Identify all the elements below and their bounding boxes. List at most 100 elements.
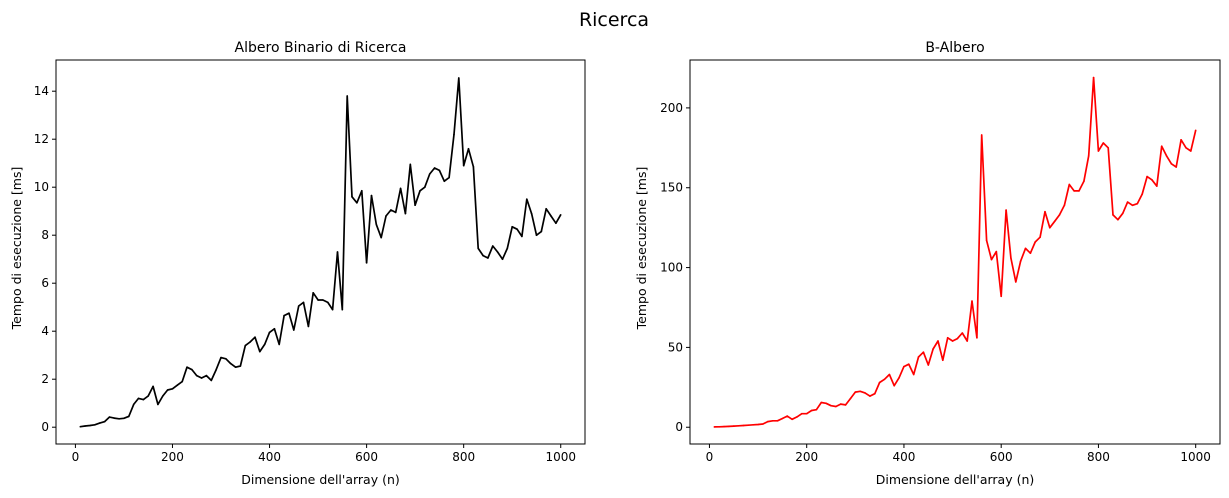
- x-tick-label: 1000: [545, 450, 576, 464]
- data-point: [98, 422, 101, 424]
- x-tick-label: 600: [990, 450, 1013, 464]
- data-point: [1019, 260, 1022, 263]
- data-point: [781, 417, 784, 420]
- data-point: [1015, 281, 1017, 283]
- figure-suptitle: Ricerca: [579, 9, 649, 31]
- data-point: [419, 190, 421, 192]
- data-point: [302, 301, 305, 304]
- data-point: [448, 176, 450, 179]
- data-point: [555, 222, 557, 224]
- data-point: [433, 167, 436, 169]
- data-point: [317, 299, 319, 301]
- data-point: [805, 412, 808, 415]
- data-point: [530, 212, 533, 215]
- y-tick-label: 10: [34, 180, 49, 194]
- data-point: [341, 308, 344, 311]
- data-point: [937, 340, 939, 342]
- y-tick-label: 2: [41, 372, 49, 386]
- y-tick-label: 14: [34, 84, 49, 98]
- data-point: [830, 404, 832, 407]
- data-point: [215, 368, 217, 371]
- data-point: [1000, 295, 1002, 298]
- data-point: [844, 404, 847, 406]
- data-point: [312, 292, 315, 294]
- y-tick-label: 0: [675, 420, 683, 434]
- data-point: [995, 250, 998, 253]
- data-point: [883, 378, 886, 381]
- plot-frame: [689, 59, 1221, 445]
- data-point: [1122, 212, 1124, 215]
- data-point: [487, 257, 489, 259]
- data-point: [1131, 204, 1134, 207]
- data-point: [757, 423, 759, 426]
- data-point: [559, 214, 562, 216]
- data-point: [356, 202, 358, 204]
- data-point: [443, 180, 446, 182]
- data-point: [927, 364, 930, 366]
- data-point: [462, 164, 465, 167]
- data-point: [893, 384, 895, 387]
- data-point: [1024, 247, 1027, 250]
- data-point: [521, 235, 523, 238]
- data-point: [526, 198, 528, 200]
- data-point: [361, 190, 363, 192]
- data-point: [878, 381, 881, 384]
- x-tick-label: 400: [892, 450, 915, 464]
- data-point: [229, 362, 232, 365]
- data-point: [239, 365, 242, 367]
- x-tick-label: 0: [706, 450, 714, 464]
- data-point: [1180, 139, 1182, 141]
- data-point: [336, 251, 339, 253]
- data-point: [864, 392, 866, 394]
- data-point: [394, 211, 397, 214]
- data-point: [888, 373, 891, 376]
- data-point: [467, 148, 470, 150]
- data-point: [1097, 150, 1100, 152]
- data-point: [496, 251, 499, 253]
- data-point: [268, 331, 271, 334]
- data-point: [854, 391, 857, 393]
- data-point: [205, 374, 208, 377]
- data-point: [1068, 183, 1071, 186]
- data-point: [1053, 220, 1056, 223]
- data-point: [424, 186, 426, 188]
- data-point: [1112, 214, 1114, 216]
- data-point: [84, 425, 86, 427]
- data-point: [94, 424, 96, 426]
- data-point: [477, 247, 480, 250]
- data-point: [985, 239, 988, 242]
- data-point: [1141, 193, 1143, 195]
- data-point: [1107, 147, 1109, 149]
- data-point: [210, 379, 213, 382]
- data-point: [259, 350, 261, 353]
- data-point: [932, 348, 934, 350]
- chart-albero-binario: Albero Binario di Ricerca Dimensione del…: [9, 40, 586, 487]
- data-point: [1136, 202, 1139, 205]
- data-point: [414, 204, 416, 206]
- data-point: [762, 423, 764, 425]
- data-point: [550, 215, 552, 217]
- data-point: [839, 403, 842, 405]
- data-point: [220, 356, 222, 359]
- data-point: [191, 368, 193, 371]
- data-point: [791, 418, 793, 421]
- data-point: [1039, 236, 1041, 238]
- data-point: [898, 376, 900, 379]
- data-point: [971, 300, 973, 302]
- data-point: [511, 226, 513, 228]
- data-point: [244, 344, 247, 347]
- data-point: [380, 236, 383, 239]
- y-tick-label: 50: [668, 340, 683, 354]
- tick-group: 0 200 400 600 800 1000 0 2 4 6 8 10 12 14: [34, 84, 576, 464]
- data-point: [273, 328, 276, 330]
- data-point: [946, 337, 949, 339]
- x-tick-label: 1000: [1180, 450, 1211, 464]
- data-point: [1078, 190, 1080, 192]
- data-point: [118, 418, 120, 420]
- data-point: [1194, 129, 1197, 132]
- data-point: [767, 420, 769, 423]
- data-point: [1102, 142, 1105, 144]
- data-point: [912, 373, 915, 376]
- data-point: [293, 329, 295, 331]
- data-point: [713, 426, 716, 428]
